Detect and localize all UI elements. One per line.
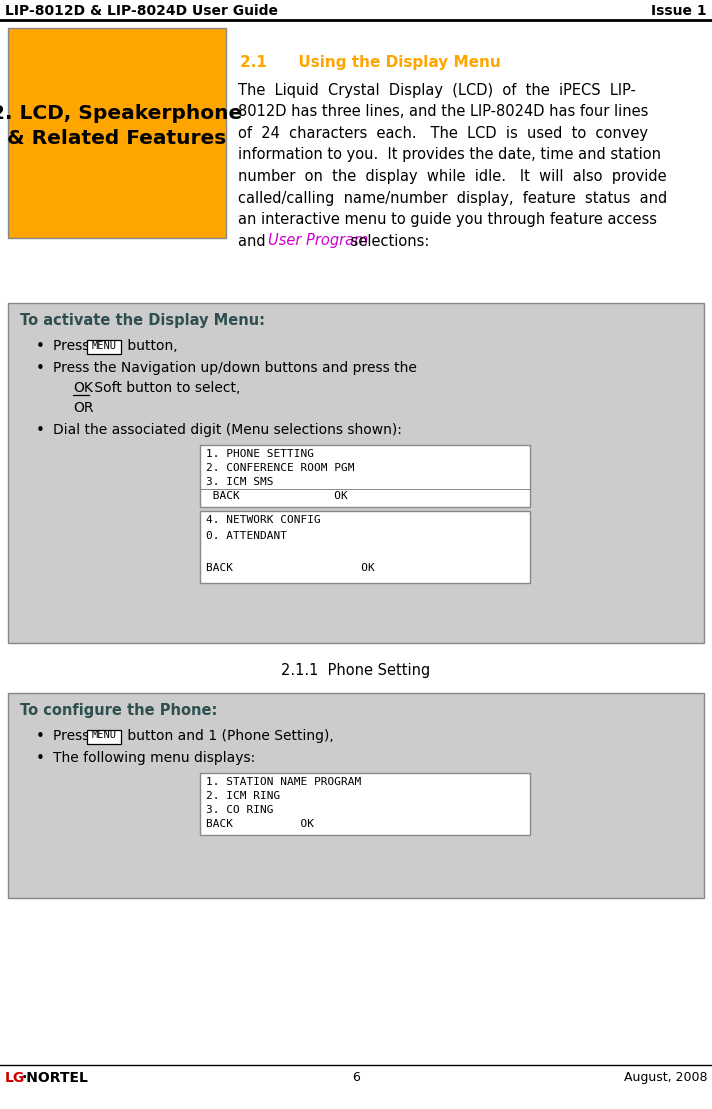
Text: To activate the Display Menu:: To activate the Display Menu: [20,313,265,328]
Text: Dial the associated digit (Menu selections shown):: Dial the associated digit (Menu selectio… [53,423,402,437]
Text: LG: LG [5,1071,25,1085]
Text: •: • [36,339,45,354]
Text: 6: 6 [352,1071,360,1083]
Text: Press: Press [53,729,94,743]
Text: •: • [36,423,45,438]
Text: 4. NETWORK CONFIG: 4. NETWORK CONFIG [206,515,320,525]
Text: selections:: selections: [346,234,429,248]
Text: The following menu displays:: The following menu displays: [53,751,255,765]
Text: Issue 1: Issue 1 [651,4,707,18]
Text: and: and [238,234,271,248]
Text: 2. LCD, Speakerphone: 2. LCD, Speakerphone [0,104,243,123]
Text: 1. STATION NAME PROGRAM: 1. STATION NAME PROGRAM [206,777,361,787]
Bar [8,693,704,898]
Text: an interactive menu to guide you through feature access: an interactive menu to guide you through… [238,212,657,227]
Text: 1. PHONE SETTING: 1. PHONE SETTING [206,449,314,459]
Text: •: • [36,751,45,766]
Text: button,: button, [123,339,177,353]
Bar [8,303,704,643]
Text: number  on  the  display  while  idle.   It  will  also  provide: number on the display while idle. It wil… [238,169,666,184]
Text: 0. ATTENDANT: 0. ATTENDANT [206,531,287,541]
Text: BACK          OK: BACK OK [206,820,314,830]
Text: The  Liquid  Crystal  Display  (LCD)  of  the  iPECS  LIP-: The Liquid Crystal Display (LCD) of the … [238,83,636,98]
Text: OK: OK [73,381,93,395]
Text: •: • [36,729,45,744]
Text: 3. ICM SMS: 3. ICM SMS [206,477,273,487]
Text: BACK                   OK: BACK OK [206,563,375,573]
Text: ·NORTEL: ·NORTEL [22,1071,89,1085]
Text: MENU: MENU [92,340,117,352]
Text: & Related Features: & Related Features [7,129,226,147]
Text: 2. ICM RING: 2. ICM RING [206,791,281,801]
Text: Soft button to select,: Soft button to select, [90,381,241,395]
Bar [87,730,121,744]
Text: 3. CO RING: 3. CO RING [206,805,273,815]
Text: OR: OR [73,401,93,415]
Bar [200,773,530,835]
Text: 2.1      Using the Display Menu: 2.1 Using the Display Menu [240,55,501,70]
Text: Press: Press [53,339,94,353]
Text: User Program: User Program [268,234,368,248]
Text: called/calling  name/number  display,  feature  status  and: called/calling name/number display, feat… [238,191,667,205]
Text: button and 1 (Phone Setting),: button and 1 (Phone Setting), [123,729,334,743]
Text: 8012D has three lines, and the LIP-8024D has four lines: 8012D has three lines, and the LIP-8024D… [238,104,649,120]
Text: MENU: MENU [92,730,117,740]
Text: information to you.  It provides the date, time and station: information to you. It provides the date… [238,147,661,163]
Text: •: • [36,362,45,376]
Bar [200,445,530,507]
Bar [200,511,530,583]
Text: 2. CONFERENCE ROOM PGM: 2. CONFERENCE ROOM PGM [206,462,355,474]
Text: To configure the Phone:: To configure the Phone: [20,703,217,718]
Text: LIP-8012D & LIP-8024D User Guide: LIP-8012D & LIP-8024D User Guide [5,4,278,18]
Text: 2.1.1  Phone Setting: 2.1.1 Phone Setting [281,663,431,678]
Text: Press the Navigation up/down buttons and press the: Press the Navigation up/down buttons and… [53,362,417,375]
Bar [87,340,121,354]
Text: August, 2008: August, 2008 [624,1071,707,1083]
Text: BACK              OK: BACK OK [206,491,347,501]
Text: of  24  characters  each.   The  LCD  is  used  to  convey: of 24 characters each. The LCD is used t… [238,126,648,141]
Bar [8,28,226,238]
